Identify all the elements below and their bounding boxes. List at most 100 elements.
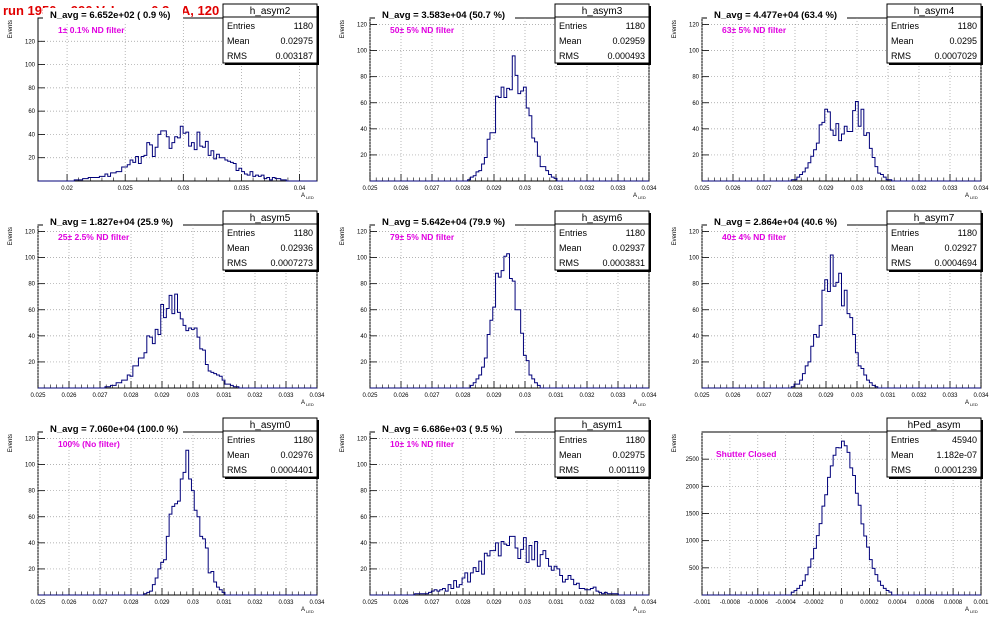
x-tick-label: 0.029 bbox=[486, 186, 502, 192]
histogram-name: h_asym0 bbox=[250, 420, 291, 431]
x-tick-label: 0.032 bbox=[911, 393, 927, 399]
y-tick-label: 120 bbox=[689, 23, 700, 29]
y-tick-label: 80 bbox=[360, 282, 367, 288]
x-tick-label: 0.032 bbox=[911, 186, 927, 192]
y-tick-label: 80 bbox=[28, 282, 35, 288]
x-tick-label: 0.028 bbox=[455, 186, 471, 192]
stat-value: 0.000493 bbox=[607, 51, 645, 61]
y-tick-label: 80 bbox=[28, 86, 35, 92]
y-tick-label: 40 bbox=[692, 127, 699, 133]
y-tick-label: 80 bbox=[360, 489, 367, 495]
stats-shadow bbox=[317, 6, 319, 65]
stat-label: Entries bbox=[891, 228, 920, 238]
stat-value: 0.02959 bbox=[612, 36, 645, 46]
y-tick-label: 120 bbox=[689, 230, 700, 236]
navg-label: N_avg = 6.652e+02 ( 0.9 %) bbox=[50, 10, 170, 21]
x-tick-label: 0.03 bbox=[519, 600, 531, 606]
x-axis-label-sub: LED bbox=[970, 609, 978, 614]
y-tick-label: 20 bbox=[692, 360, 699, 366]
x-tick-label: 0.03 bbox=[177, 186, 189, 192]
x-tick-label: 0.027 bbox=[756, 393, 772, 399]
stat-value: 0.0004401 bbox=[270, 465, 313, 475]
x-tick-label: 0.029 bbox=[154, 600, 170, 606]
histogram-name: h_asym6 bbox=[582, 213, 623, 224]
stat-value: 1180 bbox=[294, 21, 313, 31]
x-tick-label: 0.025 bbox=[694, 393, 710, 399]
x-tick-label: 0.026 bbox=[61, 600, 77, 606]
navg-label: N_avg = 3.583e+04 (50.7 %) bbox=[382, 10, 505, 21]
x-tick-label: 0.025 bbox=[694, 186, 710, 192]
histogram-pad-h_asym1: 0.025 0.026 0.027 0.028 0.029 0.03 0.031 0.032 0… bbox=[332, 414, 664, 621]
histogram-h_asym4: 0.025 0.026 0.027 0.028 0.029 0.03 0.031 0.032 0… bbox=[672, 3, 989, 200]
histogram-h_asym0: 0.025 0.026 0.027 0.028 0.029 0.03 0.031 0.032 0… bbox=[8, 417, 325, 614]
stat-value: 0.001119 bbox=[609, 465, 645, 475]
stat-label: Entries bbox=[227, 435, 256, 445]
filter-annotation: 1± 0.1% ND filter bbox=[58, 25, 125, 35]
stat-value: 0.02975 bbox=[612, 450, 645, 460]
x-tick-label: 0.034 bbox=[641, 600, 657, 606]
stats-shadow bbox=[889, 63, 981, 65]
y-tick-label: 80 bbox=[692, 282, 699, 288]
x-tick-label: 0.033 bbox=[278, 600, 294, 606]
filter-annotation: 100% (No filter) bbox=[58, 439, 120, 449]
navg-background bbox=[43, 422, 183, 436]
x-tick-label: 0.03 bbox=[519, 186, 531, 192]
x-tick-label: 0.033 bbox=[610, 186, 626, 192]
x-tick-label: 0.02 bbox=[61, 186, 73, 192]
stats-shadow bbox=[649, 6, 651, 65]
stat-value: 0.003187 bbox=[275, 51, 313, 61]
x-tick-label: -0.0004 bbox=[776, 600, 797, 606]
histogram-h_asym3: 0.025 0.026 0.027 0.028 0.029 0.03 0.031 0.032 0… bbox=[340, 3, 657, 200]
histogram-name: hPed_asym bbox=[908, 420, 961, 431]
stat-value: 0.02976 bbox=[280, 450, 313, 460]
stat-label: RMS bbox=[227, 465, 247, 475]
x-tick-label: 0.034 bbox=[641, 186, 657, 192]
filter-annotation: Shutter Closed bbox=[716, 449, 776, 459]
stat-label: Mean bbox=[559, 450, 582, 460]
histogram-h_asym5: 0.025 0.026 0.027 0.028 0.029 0.03 0.031 0.032 0… bbox=[8, 210, 325, 407]
navg-background bbox=[707, 8, 847, 22]
stat-value: 1180 bbox=[958, 228, 977, 238]
x-tick-label: 0.0004 bbox=[888, 600, 907, 606]
y-tick-label: 1000 bbox=[686, 539, 700, 545]
y-tick-label: 100 bbox=[357, 49, 368, 55]
navg-label: N_avg = 1.827e+04 (25.9 %) bbox=[50, 217, 173, 228]
x-tick-label: 0.031 bbox=[880, 186, 896, 192]
y-tick-label: 20 bbox=[28, 567, 35, 573]
navg-background bbox=[43, 215, 183, 229]
histogram-pad-h_asym4: 0.025 0.026 0.027 0.028 0.029 0.03 0.031 0.032 0… bbox=[664, 0, 996, 207]
y-tick-label: 100 bbox=[357, 463, 368, 469]
x-tick-label: 0.032 bbox=[247, 600, 263, 606]
stat-value: 0.0007029 bbox=[934, 51, 977, 61]
navg-label: N_avg = 2.864e+04 (40.6 %) bbox=[714, 217, 837, 228]
histogram-pad-h_asym3: 0.025 0.026 0.027 0.028 0.029 0.03 0.031 0.032 0… bbox=[332, 0, 664, 207]
x-tick-label: 0 bbox=[840, 600, 844, 606]
x-tick-label: 0.031 bbox=[548, 186, 564, 192]
histogram-line bbox=[38, 293, 317, 389]
x-tick-label: 0.032 bbox=[579, 600, 595, 606]
filter-annotation: 25± 2.5% ND filter bbox=[58, 232, 130, 242]
y-tick-label: 2500 bbox=[686, 457, 700, 463]
x-tick-label: 0.034 bbox=[309, 393, 325, 399]
stat-label: Entries bbox=[227, 21, 256, 31]
x-axis-label-sub: LED bbox=[306, 609, 314, 614]
x-axis-label-sub: LED bbox=[638, 402, 646, 407]
y-tick-label: 2000 bbox=[686, 484, 700, 490]
stat-label: Mean bbox=[891, 243, 914, 253]
stat-value: 0.0001239 bbox=[934, 465, 977, 475]
x-tick-label: 0.034 bbox=[641, 393, 657, 399]
x-tick-label: 0.033 bbox=[610, 600, 626, 606]
stat-label: RMS bbox=[891, 258, 911, 268]
y-tick-label: 100 bbox=[25, 463, 36, 469]
x-tick-label: 0.029 bbox=[818, 186, 834, 192]
y-tick-label: 80 bbox=[692, 75, 699, 81]
navg-background bbox=[375, 215, 515, 229]
stat-label: Entries bbox=[559, 21, 588, 31]
histogram-name: h_asym2 bbox=[250, 6, 291, 17]
stats-box bbox=[554, 417, 650, 478]
y-axis-label: Events bbox=[340, 20, 346, 38]
histogram-name: h_asym4 bbox=[914, 6, 955, 17]
x-tick-label: 0.025 bbox=[362, 393, 378, 399]
x-tick-label: -0.001 bbox=[693, 600, 711, 606]
x-tick-label: 0.029 bbox=[154, 393, 170, 399]
